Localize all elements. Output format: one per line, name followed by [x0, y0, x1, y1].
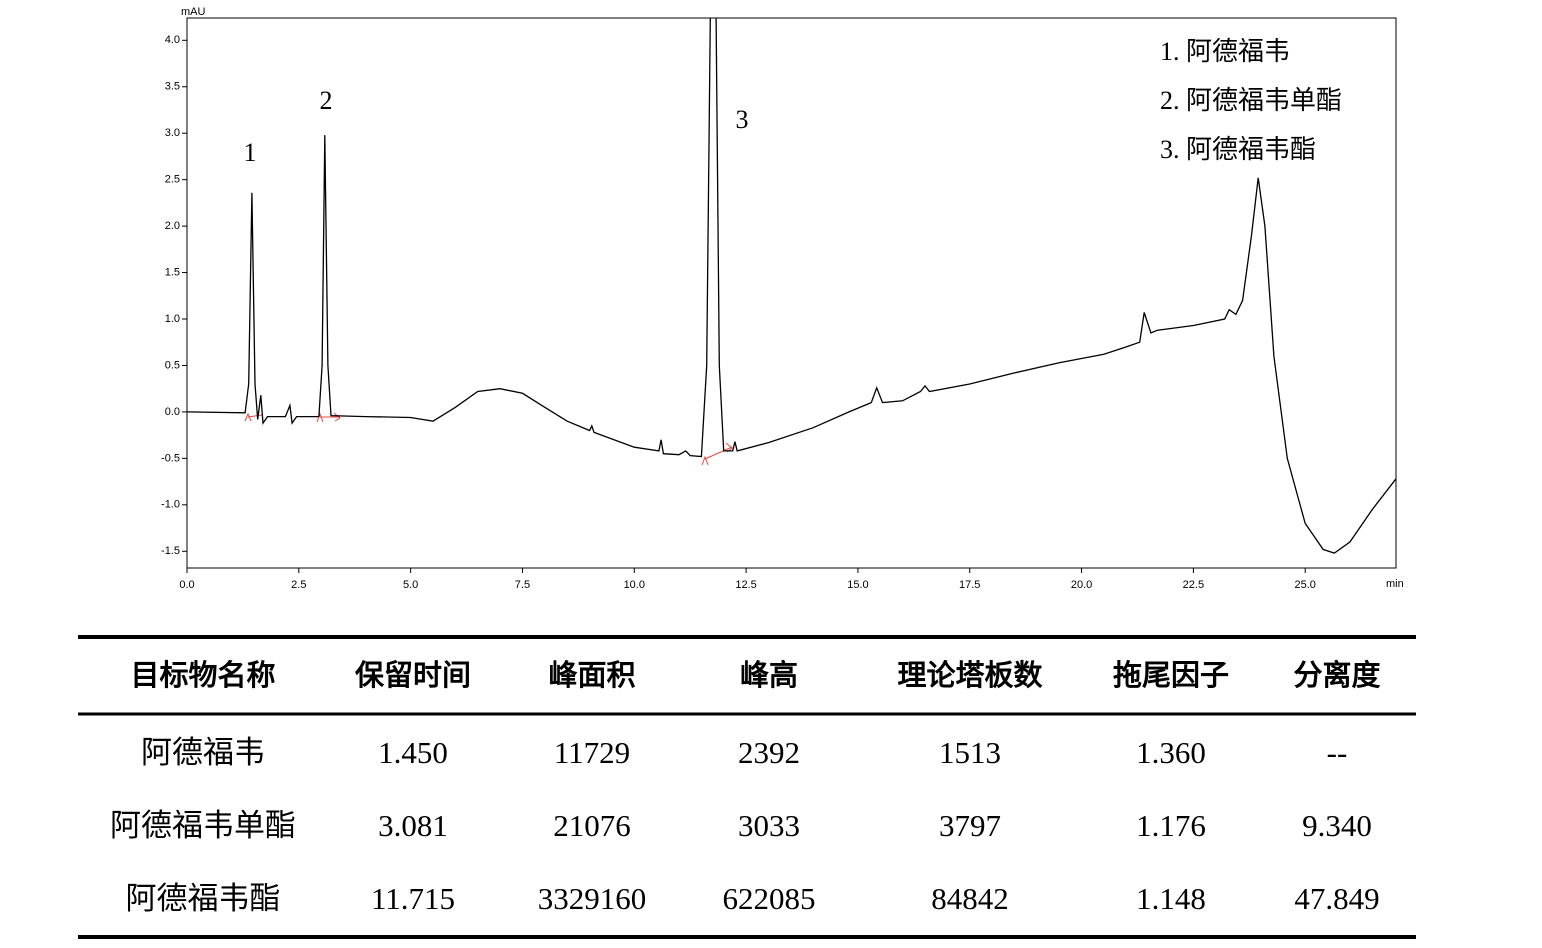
x-unit: min: [1386, 578, 1404, 590]
table-header-cell: 峰面积: [548, 658, 635, 692]
peak-label: 1: [244, 138, 257, 167]
table-cell: 1.450: [378, 735, 448, 770]
legend-item: 1. 阿德福韦: [1160, 37, 1290, 66]
x-tick-label: 17.5: [959, 579, 980, 591]
plot-frame: [186, 17, 1397, 569]
trace: [186, 17, 1397, 554]
table-cell: 阿德福韦单酯: [110, 808, 296, 843]
y-tick-label: 2.0: [165, 220, 180, 232]
table-cell: 阿德福韦: [141, 735, 265, 770]
table-cell: 3033: [738, 808, 800, 843]
y-tick-label: -0.5: [161, 452, 180, 464]
table-cell: 11729: [554, 735, 630, 770]
x-tick-label: 10.0: [624, 579, 645, 591]
table-cell: 9.340: [1302, 808, 1372, 843]
y-tick-label: 2.5: [165, 174, 180, 186]
table-cell: 84842: [931, 881, 1009, 916]
x-tick-label: 7.5: [515, 579, 530, 591]
table-cell: 21076: [553, 808, 631, 843]
y-tick-label: -1.0: [161, 499, 180, 511]
x-tick-label: 12.5: [735, 579, 756, 591]
peak-label: 2: [320, 86, 333, 115]
table-cell: 11.715: [371, 881, 455, 916]
table-cell: 47.849: [1294, 881, 1379, 916]
integration-markers: [244, 412, 733, 466]
y-tick-label: 1.0: [165, 313, 180, 325]
table-cell: --: [1327, 735, 1348, 770]
table-cell: 3797: [939, 808, 1001, 843]
y-unit: mAU: [181, 6, 206, 18]
x-tick-label: 5.0: [403, 579, 418, 591]
table-header-cell: 保留时间: [354, 658, 471, 692]
y-tick-label: 1.5: [165, 266, 180, 278]
legend-item: 3. 阿德福韦酯: [1160, 135, 1316, 164]
table-header-cell: 分离度: [1293, 658, 1380, 692]
y-tick-label: 3.0: [165, 127, 180, 139]
table-cell: 1.176: [1136, 808, 1206, 843]
x-tick-label: 20.0: [1071, 579, 1092, 591]
x-tick-label: 2.5: [291, 579, 306, 591]
legend-item: 2. 阿德福韦单酯: [1160, 86, 1342, 115]
table-header-cell: 拖尾因子: [1113, 658, 1229, 692]
table-cell: 1.360: [1136, 735, 1206, 770]
table-header-cell: 峰高: [740, 658, 798, 692]
table-cell: 622085: [723, 881, 816, 916]
x-tick-label: 15.0: [847, 579, 868, 591]
y-tick-label: -1.5: [161, 545, 180, 557]
peak-label: 3: [736, 105, 749, 134]
x-tick-label: 22.5: [1183, 579, 1204, 591]
table-cell: 3.081: [378, 808, 448, 843]
table-cell: 阿德福韦酯: [126, 881, 281, 916]
x-tick-label: 25.0: [1294, 579, 1315, 591]
table-cell: 2392: [738, 735, 800, 770]
table-cell: 3329160: [538, 881, 647, 916]
y-tick-label: 0.0: [165, 406, 180, 418]
y-tick-label: 3.5: [165, 81, 180, 93]
table-cell: 1513: [939, 735, 1001, 770]
table-header-cell: 理论塔板数: [897, 658, 1043, 692]
x-tick-label: 0.0: [179, 579, 194, 591]
y-tick-label: 0.5: [165, 359, 180, 371]
table-cell: 1.148: [1136, 881, 1206, 916]
table-header-cell: 目标物名称: [130, 658, 275, 692]
y-tick-label: 4.0: [165, 34, 180, 46]
